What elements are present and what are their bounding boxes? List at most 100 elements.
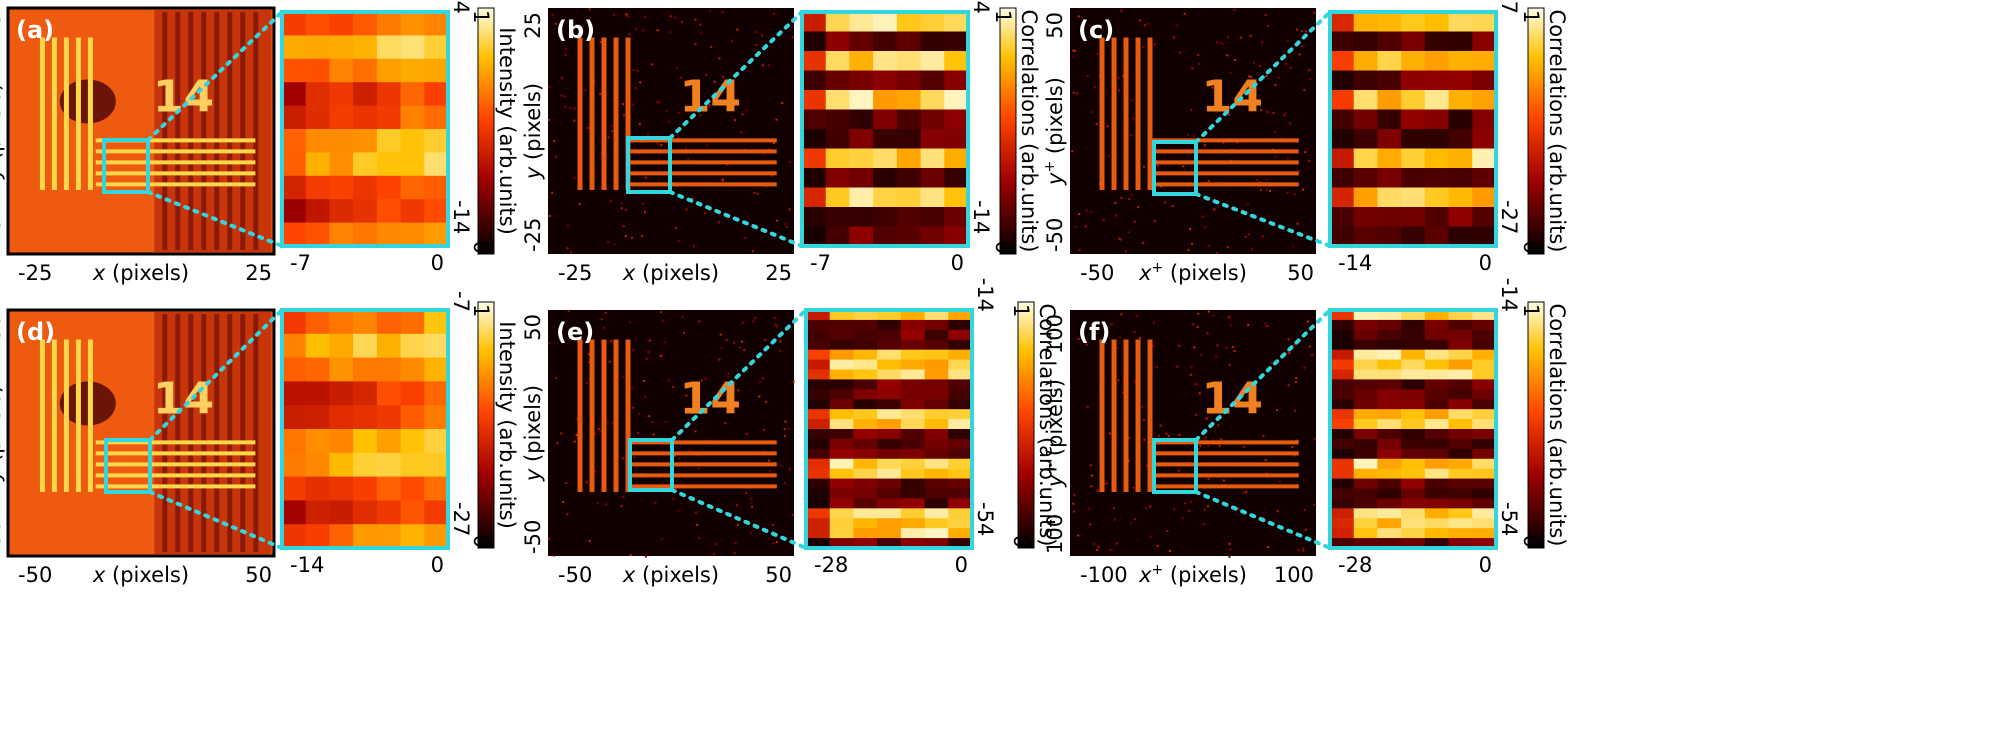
zoom-frame [800, 10, 970, 248]
horizontal-bar [95, 473, 256, 478]
noise-speckle [564, 105, 567, 108]
zoom-pixel [1424, 508, 1450, 519]
noise-speckle [787, 427, 790, 430]
target-digits: 14 [1202, 373, 1263, 424]
vertical-bar [75, 37, 81, 191]
x-tick-right: 25 [765, 261, 792, 285]
zoom-pixel [305, 129, 330, 153]
horizontal-bar [95, 160, 256, 165]
zoom-pixel [896, 12, 922, 32]
zoom-pixel [329, 429, 354, 454]
noise-speckle [721, 402, 724, 405]
zoom-pixel [1472, 538, 1497, 549]
noise-speckle [685, 394, 688, 397]
noise-speckle [734, 119, 737, 122]
zoom-pixel [825, 90, 850, 110]
zoom-pixel [1330, 187, 1355, 208]
zoom-x-tick-left: -14 [290, 553, 324, 577]
noise-speckle [1217, 424, 1220, 427]
noise-speckle [606, 421, 609, 424]
zoom-pixel [877, 349, 902, 361]
noise-speckle [657, 143, 660, 146]
zoom-pixel [1472, 488, 1497, 499]
zoom-y-tick-top: -7 [1497, 0, 1521, 14]
zoom-pixel [924, 379, 949, 390]
target-bar-dark [227, 12, 233, 250]
zoom-pixel [924, 429, 949, 440]
noise-speckle [1143, 165, 1146, 168]
vertical-bar [1111, 339, 1117, 493]
vertical-bar [589, 339, 595, 493]
zoom-pixel [948, 518, 973, 529]
noise-speckle [1085, 343, 1088, 346]
zoom-pixel [900, 429, 926, 440]
noise-speckle [720, 347, 723, 350]
noise-speckle [704, 212, 707, 215]
zoom-pixel [806, 339, 831, 351]
zoom-pixel [424, 310, 449, 335]
vertical-bar [625, 37, 631, 191]
zoom-pixel [1448, 429, 1473, 440]
zoom-pixel [1330, 528, 1355, 539]
zoom-pixel [948, 389, 973, 400]
noise-speckle [727, 372, 730, 375]
zoom-pixel [1401, 339, 1426, 351]
zoom-pixel [353, 12, 378, 36]
zoom-pixel [853, 528, 878, 539]
y-axis-label: y+ (pixels) [1042, 379, 1067, 488]
zoom-pixel [825, 207, 850, 227]
noise-speckle [1206, 332, 1209, 335]
noise-speckle [634, 28, 637, 31]
zoom-frame [804, 308, 974, 550]
zoom-pixel [853, 329, 878, 341]
noise-speckle [1095, 122, 1098, 125]
zoom-pixel [849, 51, 874, 71]
target-bar-dark [227, 314, 233, 552]
zoom-pixel [829, 379, 854, 390]
vertical-bar [39, 37, 45, 191]
zoom-pixel [282, 35, 307, 60]
noise-speckle [771, 523, 774, 526]
zoom-pixel [1330, 339, 1355, 351]
zoom-pixel [305, 35, 330, 60]
noise-speckle [1297, 549, 1300, 552]
zoom-pixel [920, 51, 945, 71]
zoom-pixel [948, 349, 973, 361]
zoom-pixel [877, 359, 902, 370]
noise-speckle [1159, 424, 1162, 427]
noise-speckle [1196, 326, 1199, 329]
zoom-pixel [1377, 51, 1402, 71]
zoom-pixel [1353, 438, 1378, 450]
noise-speckle [588, 8, 591, 11]
noise-speckle [1247, 233, 1250, 236]
zoom-pixel [877, 310, 902, 321]
zoom-pixel [1353, 339, 1378, 351]
zoom-pixel [900, 488, 926, 499]
zoom-pixel [1401, 399, 1426, 410]
horizontal-bar [95, 484, 256, 489]
noise-speckle [772, 542, 775, 545]
zoom-pixel [1377, 458, 1402, 470]
noise-speckle [1093, 86, 1096, 89]
zoom-pixel [920, 12, 945, 32]
target-shadow [154, 10, 272, 252]
zoom-pixel [948, 329, 973, 341]
zoom-pixel [282, 175, 307, 200]
noise-speckle [1186, 133, 1189, 136]
zoom-pixel [1401, 148, 1426, 169]
zoom-connector [1194, 192, 1332, 248]
noise-speckle [1109, 432, 1112, 435]
noise-speckle [640, 234, 643, 237]
x-axis-label: x (pixels) [92, 563, 189, 587]
zoom-pixel [305, 381, 330, 406]
zoom-pixel [1472, 129, 1497, 149]
zoom-pixel [806, 409, 831, 420]
target-digits: 14 [1202, 71, 1263, 122]
noise-speckle [1147, 22, 1150, 25]
zoom-pixel [853, 359, 878, 370]
zoom-pixel [896, 226, 922, 247]
zoom-pixel [353, 500, 378, 525]
zoom-pixel [1377, 528, 1402, 539]
noise-speckle [664, 341, 667, 344]
zoom-pixel [896, 90, 922, 110]
